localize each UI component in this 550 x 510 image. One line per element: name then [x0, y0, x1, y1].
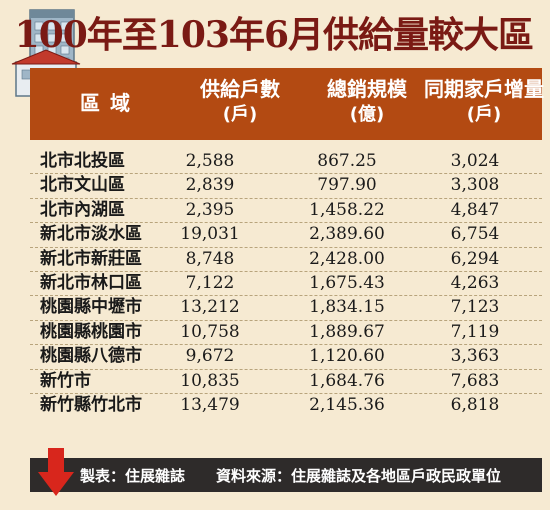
cell-supply: 2,588: [185, 151, 235, 171]
cell-sales: 1,458.22: [309, 199, 385, 220]
cell-supply: 2,839: [185, 175, 235, 196]
cell-region: 新竹市: [40, 370, 91, 391]
cell-households: 4,263: [450, 272, 500, 293]
cell-households: 6,294: [450, 248, 500, 269]
footer-bar: 製表：住展雜誌 資料來源：住展雜誌及各地區戶政民政單位: [30, 458, 542, 492]
table-row: 新北市淡水區 19,031 2,389.60 6,754: [30, 223, 542, 248]
cell-supply: 10,835: [180, 370, 240, 391]
header-households-unit: (戶): [466, 104, 502, 125]
cell-supply: 9,672: [185, 346, 235, 367]
cell-households: 6,754: [450, 224, 500, 245]
cell-supply: 7,122: [185, 272, 235, 293]
table-row: 新北市林口區 7,122 1,675.43 4,263: [30, 272, 542, 297]
table-row: 北市文山區 2,839 797.90 3,308: [30, 174, 542, 199]
cell-region: 新北市新莊區: [40, 248, 142, 269]
data-table: 北市北投區 2,588 867.25 3,024 北市文山區 2,839 797…: [30, 142, 542, 454]
cell-supply: 10,758: [180, 321, 240, 342]
table-row: 新竹縣竹北市 13,479 2,145.36 6,818: [30, 394, 542, 417]
cell-sales: 1,889.67: [309, 321, 385, 342]
header-sales-unit: (億): [349, 104, 385, 125]
cell-supply: 2,395: [185, 199, 235, 220]
table-row: 北市北投區 2,588 867.25 3,024: [30, 150, 542, 175]
page-title: 100年至103年6月供給量較大區: [14, 14, 534, 56]
cell-region: 新北市林口區: [40, 272, 142, 293]
cell-households: 3,024: [450, 151, 500, 171]
down-arrow-icon: [38, 448, 74, 496]
header-supply-label: 供給戶數: [200, 77, 280, 101]
cell-sales: 1,120.60: [309, 346, 385, 367]
cell-supply: 13,479: [180, 394, 240, 415]
table-row: 桃園縣桃園市 10,758 1,889.67 7,119: [30, 321, 542, 346]
table-header: 區域 供給戶數 (戶) 總銷規模 (億) 同期家戶增量 (戶): [30, 68, 544, 140]
table-row: 新北市新莊區 8,748 2,428.00 6,294: [30, 248, 542, 272]
cell-households: 7,119: [450, 321, 500, 342]
cell-region: 北市內湖區: [40, 199, 125, 220]
cell-households: 3,363: [450, 346, 500, 367]
header-households-label: 同期家戶增量: [424, 77, 544, 101]
table-row: 新竹市 10,835 1,684.76 7,683: [30, 370, 542, 394]
cell-households: 3,308: [450, 175, 500, 196]
header-sales-label: 總銷規模: [327, 77, 407, 101]
footer-maker: 製表：住展雜誌: [80, 467, 186, 485]
header-supply: 供給戶數 (戶): [170, 76, 310, 128]
header-households: 同期家戶增量 (戶): [414, 76, 550, 128]
cell-sales: 2,389.60: [309, 224, 385, 245]
cell-region: 桃園縣中壢市: [40, 297, 142, 318]
cell-region: 新北市淡水區: [40, 224, 142, 245]
cell-sales: 1,684.76: [309, 370, 385, 391]
cell-households: 6,818: [450, 394, 500, 415]
table-body: 北市北投區 2,588 867.25 3,024 北市文山區 2,839 797…: [30, 150, 542, 417]
title-bar: 100年至103年6月供給量較大區: [15, 2, 547, 62]
cell-sales: 2,428.00: [309, 248, 385, 269]
cell-households: 4,847: [450, 199, 500, 220]
header-supply-unit: (戶): [222, 104, 258, 125]
cell-sales: 1,675.43: [309, 272, 385, 293]
cell-region: 北市文山區: [40, 175, 125, 196]
footer-source: 資料來源：住展雜誌及各地區戶政民政單位: [216, 467, 502, 485]
cell-region: 桃園縣八德市: [40, 346, 142, 367]
cell-region: 桃園縣桃園市: [40, 321, 142, 342]
cell-region: 北市北投區: [40, 151, 125, 171]
header-sales: 總銷規模 (億): [292, 76, 442, 128]
cell-sales: 2,145.36: [309, 394, 385, 415]
cell-region: 新竹縣竹北市: [40, 394, 142, 415]
cell-sales: 867.25: [317, 151, 377, 171]
table-row: 桃園縣中壢市 13,212 1,834.15 7,123: [30, 296, 542, 321]
cell-supply: 8,748: [185, 248, 235, 269]
cell-supply: 13,212: [180, 297, 240, 318]
cell-households: 7,683: [450, 370, 500, 391]
cell-households: 7,123: [450, 297, 500, 318]
cell-sales: 1,834.15: [309, 297, 385, 318]
header-region: 區域: [80, 91, 140, 115]
table-row: 北市內湖區 2,395 1,458.22 4,847: [30, 199, 542, 224]
cell-supply: 19,031: [180, 224, 240, 245]
table-row: 桃園縣八德市 9,672 1,120.60 3,363: [30, 345, 542, 370]
cell-sales: 797.90: [317, 175, 377, 196]
